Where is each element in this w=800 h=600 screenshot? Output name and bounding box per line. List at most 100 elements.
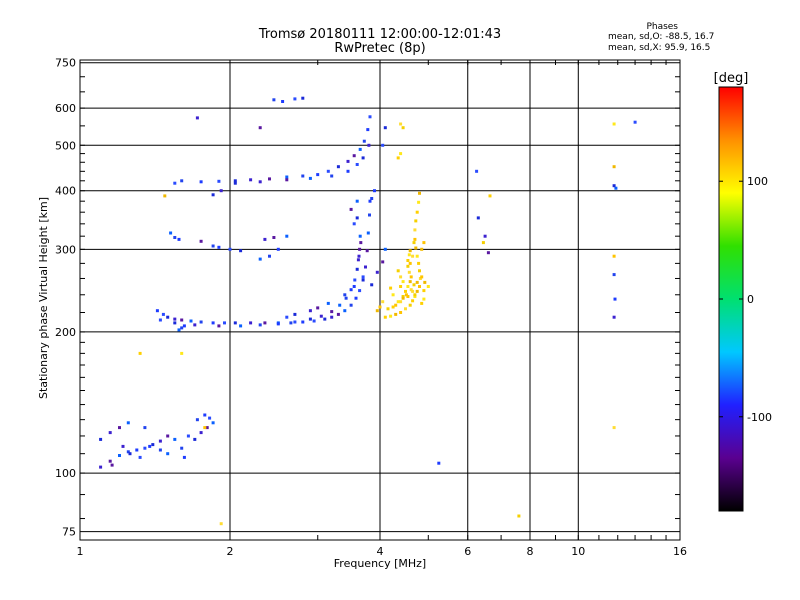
x-tick-label: 1 xyxy=(77,545,84,558)
x-tick-label: 4 xyxy=(377,545,384,558)
colorbar-tick-label: 100 xyxy=(747,175,768,188)
data-point xyxy=(211,193,215,197)
y-tick-label: 750 xyxy=(55,57,76,70)
data-point xyxy=(409,288,413,292)
data-point xyxy=(326,301,330,305)
x-tick-label: 6 xyxy=(464,545,471,558)
data-point xyxy=(330,310,334,314)
data-point xyxy=(301,320,305,324)
data-point xyxy=(396,156,400,160)
data-point xyxy=(346,159,350,163)
data-point xyxy=(481,241,485,245)
data-point xyxy=(408,303,412,307)
y-tick-label: 200 xyxy=(55,326,76,339)
data-point xyxy=(199,180,203,184)
data-point xyxy=(346,169,350,173)
data-point xyxy=(285,315,289,319)
data-point xyxy=(180,446,184,450)
data-point xyxy=(354,296,358,300)
data-point xyxy=(359,241,363,245)
data-point xyxy=(312,319,316,323)
data-point xyxy=(399,300,403,304)
data-point xyxy=(263,237,267,241)
data-point xyxy=(330,315,334,319)
data-point xyxy=(426,285,430,288)
data-point xyxy=(349,288,353,292)
data-point xyxy=(193,323,197,327)
data-point xyxy=(413,295,417,298)
data-point xyxy=(418,277,422,280)
data-point xyxy=(180,318,184,322)
data-point xyxy=(308,309,312,313)
data-point xyxy=(108,459,112,463)
data-point xyxy=(417,261,421,265)
data-point xyxy=(614,186,618,190)
data-point xyxy=(406,264,410,268)
data-point xyxy=(211,321,215,325)
data-point xyxy=(121,444,125,448)
data-point xyxy=(370,283,374,287)
data-point xyxy=(182,455,186,459)
data-point xyxy=(199,431,203,435)
data-point xyxy=(407,253,411,257)
data-point xyxy=(118,454,121,457)
data-point xyxy=(173,437,177,441)
data-point xyxy=(205,426,209,430)
data-point xyxy=(217,324,221,328)
data-point xyxy=(406,295,410,298)
data-point xyxy=(249,178,253,182)
data-point xyxy=(411,299,415,303)
data-point xyxy=(391,293,395,297)
data-point xyxy=(406,285,410,288)
data-point xyxy=(126,450,130,454)
data-point xyxy=(301,96,305,100)
data-point xyxy=(272,98,276,102)
data-point xyxy=(612,184,616,188)
data-point xyxy=(268,254,271,258)
data-point xyxy=(366,231,370,235)
data-point xyxy=(612,254,616,258)
data-point xyxy=(368,213,371,217)
data-point xyxy=(352,285,356,288)
data-point xyxy=(211,244,215,248)
data-point xyxy=(223,321,226,325)
data-point xyxy=(358,147,362,151)
data-point xyxy=(239,324,243,328)
y-tick-label: 75 xyxy=(62,526,76,539)
data-point xyxy=(417,200,421,204)
data-point xyxy=(422,241,426,245)
data-point xyxy=(401,126,405,130)
data-point xyxy=(361,275,365,279)
data-point xyxy=(361,278,365,282)
data-point xyxy=(422,297,426,301)
data-point xyxy=(415,254,419,258)
data-point xyxy=(203,426,207,430)
data-point xyxy=(158,448,162,452)
data-point xyxy=(420,301,424,305)
data-point xyxy=(411,289,415,293)
data-point xyxy=(383,126,387,130)
data-point xyxy=(276,247,280,251)
data-point xyxy=(135,448,139,452)
data-point xyxy=(173,236,177,239)
data-point xyxy=(177,328,181,332)
data-point xyxy=(166,452,170,456)
data-point xyxy=(357,254,361,258)
data-point xyxy=(367,143,371,147)
data-point xyxy=(258,257,262,261)
data-point xyxy=(128,452,132,456)
data-point xyxy=(233,179,237,183)
y-axis: 75 100 200 300 400 500 600 750 xyxy=(55,57,680,539)
data-point xyxy=(195,418,199,422)
data-point xyxy=(336,165,340,169)
data-point xyxy=(361,156,365,160)
y-tick-label: 600 xyxy=(55,102,76,115)
data-point xyxy=(422,289,426,293)
data-point xyxy=(407,270,411,274)
data-point xyxy=(155,309,159,313)
data-point xyxy=(118,426,121,430)
data-point xyxy=(437,461,441,465)
data-point xyxy=(195,116,199,120)
data-point xyxy=(420,247,424,251)
data-point xyxy=(355,216,359,220)
